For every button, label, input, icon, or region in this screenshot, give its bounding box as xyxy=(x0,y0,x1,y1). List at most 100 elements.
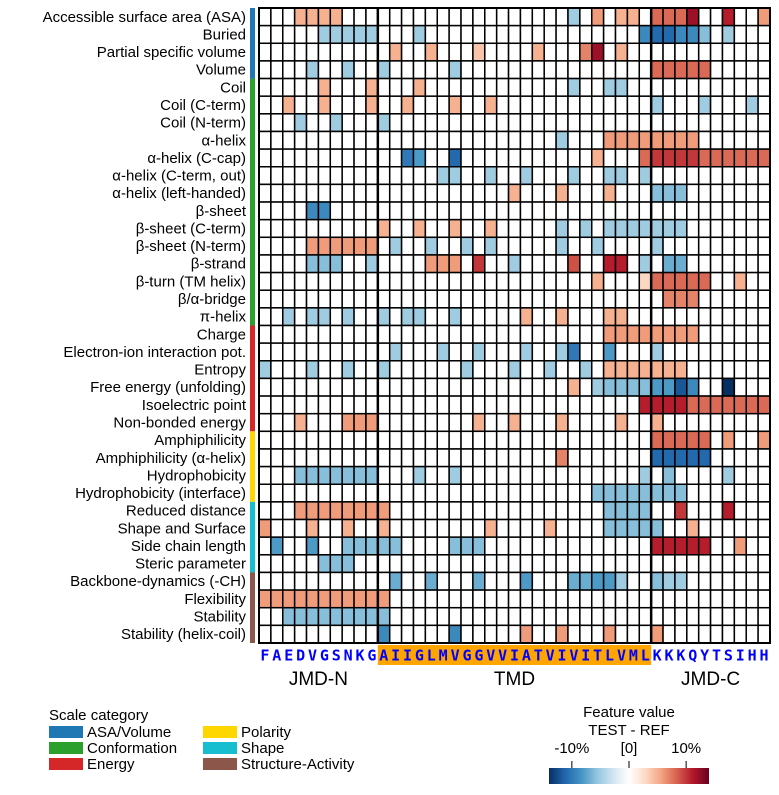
heatmap-cell xyxy=(697,42,712,62)
heatmap-cell xyxy=(472,412,486,433)
heatmap-cell xyxy=(329,42,343,62)
row-label: Non-bonded energy xyxy=(113,414,246,431)
heatmap-cell xyxy=(662,24,676,45)
heatmap-cell xyxy=(400,377,415,397)
heatmap-cell xyxy=(686,465,700,486)
heatmap-cell xyxy=(602,130,617,150)
heatmap-cell xyxy=(614,113,629,133)
heatmap-cell xyxy=(400,166,415,186)
heatmap-cell xyxy=(377,24,391,45)
heatmap-cell xyxy=(555,465,569,486)
legend-label: Structure-Activity xyxy=(241,756,355,773)
heatmap-cell xyxy=(555,289,569,309)
heatmap-cell xyxy=(400,254,415,274)
row-label: Hydrophobicity (interface) xyxy=(75,485,246,502)
row-label: Volume xyxy=(196,62,246,79)
heatmap-cell xyxy=(555,254,569,274)
heatmap-cell xyxy=(531,554,545,574)
heatmap-cell xyxy=(579,77,593,97)
heatmap-cell xyxy=(638,606,652,627)
heatmap-cell xyxy=(484,430,498,450)
heatmap-cell xyxy=(412,589,427,609)
heatmap-cell xyxy=(674,271,688,291)
sequence-letter: V xyxy=(617,647,626,665)
heatmap-cell xyxy=(745,412,759,433)
heatmap-cell xyxy=(590,42,605,62)
heatmap-cell xyxy=(733,501,747,521)
heatmap-cell xyxy=(555,307,569,327)
heatmap-cell xyxy=(674,95,688,115)
heatmap-cell xyxy=(519,95,534,115)
sequence-letter: H xyxy=(760,647,769,665)
heatmap-cell xyxy=(602,307,617,327)
heatmap-cell xyxy=(579,218,593,239)
heatmap-cell xyxy=(757,412,771,433)
sequence-letter: Y xyxy=(700,647,709,665)
legend-swatch xyxy=(203,726,237,738)
heatmap-cell xyxy=(388,95,403,115)
heatmap-cell xyxy=(567,518,581,538)
heatmap-cell xyxy=(757,77,771,97)
legend-label: ASA/Volume xyxy=(87,724,171,741)
heatmap-cell xyxy=(602,42,617,62)
heatmap-cell xyxy=(400,501,415,521)
heatmap-cell xyxy=(460,360,474,380)
heatmap-cell xyxy=(448,483,462,503)
heatmap-cell xyxy=(555,589,569,609)
heatmap-cell xyxy=(614,201,629,221)
category-bar xyxy=(250,325,255,432)
heatmap-cell xyxy=(519,183,534,203)
heatmap-cell xyxy=(626,148,641,168)
heatmap-cell xyxy=(472,183,486,203)
heatmap-cell xyxy=(424,42,439,62)
heatmap-cell xyxy=(448,271,462,291)
heatmap-cell xyxy=(495,254,510,274)
heatmap-cell xyxy=(484,166,498,186)
heatmap-cell xyxy=(400,60,415,80)
heatmap-cell xyxy=(686,624,700,644)
heatmap-cell xyxy=(745,77,759,97)
heatmap-cell xyxy=(555,236,569,256)
heatmap-cell xyxy=(745,377,759,397)
heatmap-cell xyxy=(709,148,724,168)
heatmap-cell xyxy=(757,448,771,468)
heatmap-cell xyxy=(365,554,379,574)
legend-swatch xyxy=(203,742,237,754)
heatmap-cell xyxy=(721,536,736,556)
sequence-letter: V xyxy=(569,647,578,665)
heatmap-cell xyxy=(567,448,581,468)
heatmap-cell xyxy=(757,218,771,239)
heatmap-cell xyxy=(270,201,284,221)
heatmap-cell xyxy=(365,430,379,450)
heatmap-cell xyxy=(662,113,676,133)
heatmap-cell xyxy=(757,606,771,627)
heatmap-cell xyxy=(626,501,641,521)
heatmap-cell xyxy=(341,254,355,274)
heatmap-cell xyxy=(258,465,272,486)
heatmap-cell xyxy=(686,324,700,344)
heatmap-cell xyxy=(305,7,320,27)
heatmap-cell xyxy=(270,554,284,574)
heatmap-cell xyxy=(448,42,462,62)
heatmap-cell xyxy=(282,236,296,256)
heatmap-cell xyxy=(472,289,486,309)
heatmap-cell xyxy=(388,624,403,644)
heatmap-cell xyxy=(507,254,522,274)
heatmap-cell xyxy=(567,624,581,644)
heatmap-cell xyxy=(329,624,343,644)
heatmap-cell xyxy=(709,289,724,309)
heatmap-cell xyxy=(590,360,605,380)
heatmap-cell xyxy=(674,536,688,556)
heatmap-cell xyxy=(709,448,724,468)
heatmap-cell xyxy=(293,60,308,80)
row-label: α-helix (C-term, out) xyxy=(112,168,246,185)
row-label: Accessible surface area (ASA) xyxy=(43,9,246,26)
heatmap-cell xyxy=(555,60,569,80)
heatmap-cell xyxy=(424,412,439,433)
heatmap-cell xyxy=(388,448,403,468)
heatmap-cell xyxy=(709,536,724,556)
heatmap-cell xyxy=(484,483,498,503)
heatmap-cell xyxy=(614,289,629,309)
heatmap-cell xyxy=(519,395,534,415)
category-bar xyxy=(250,78,255,326)
